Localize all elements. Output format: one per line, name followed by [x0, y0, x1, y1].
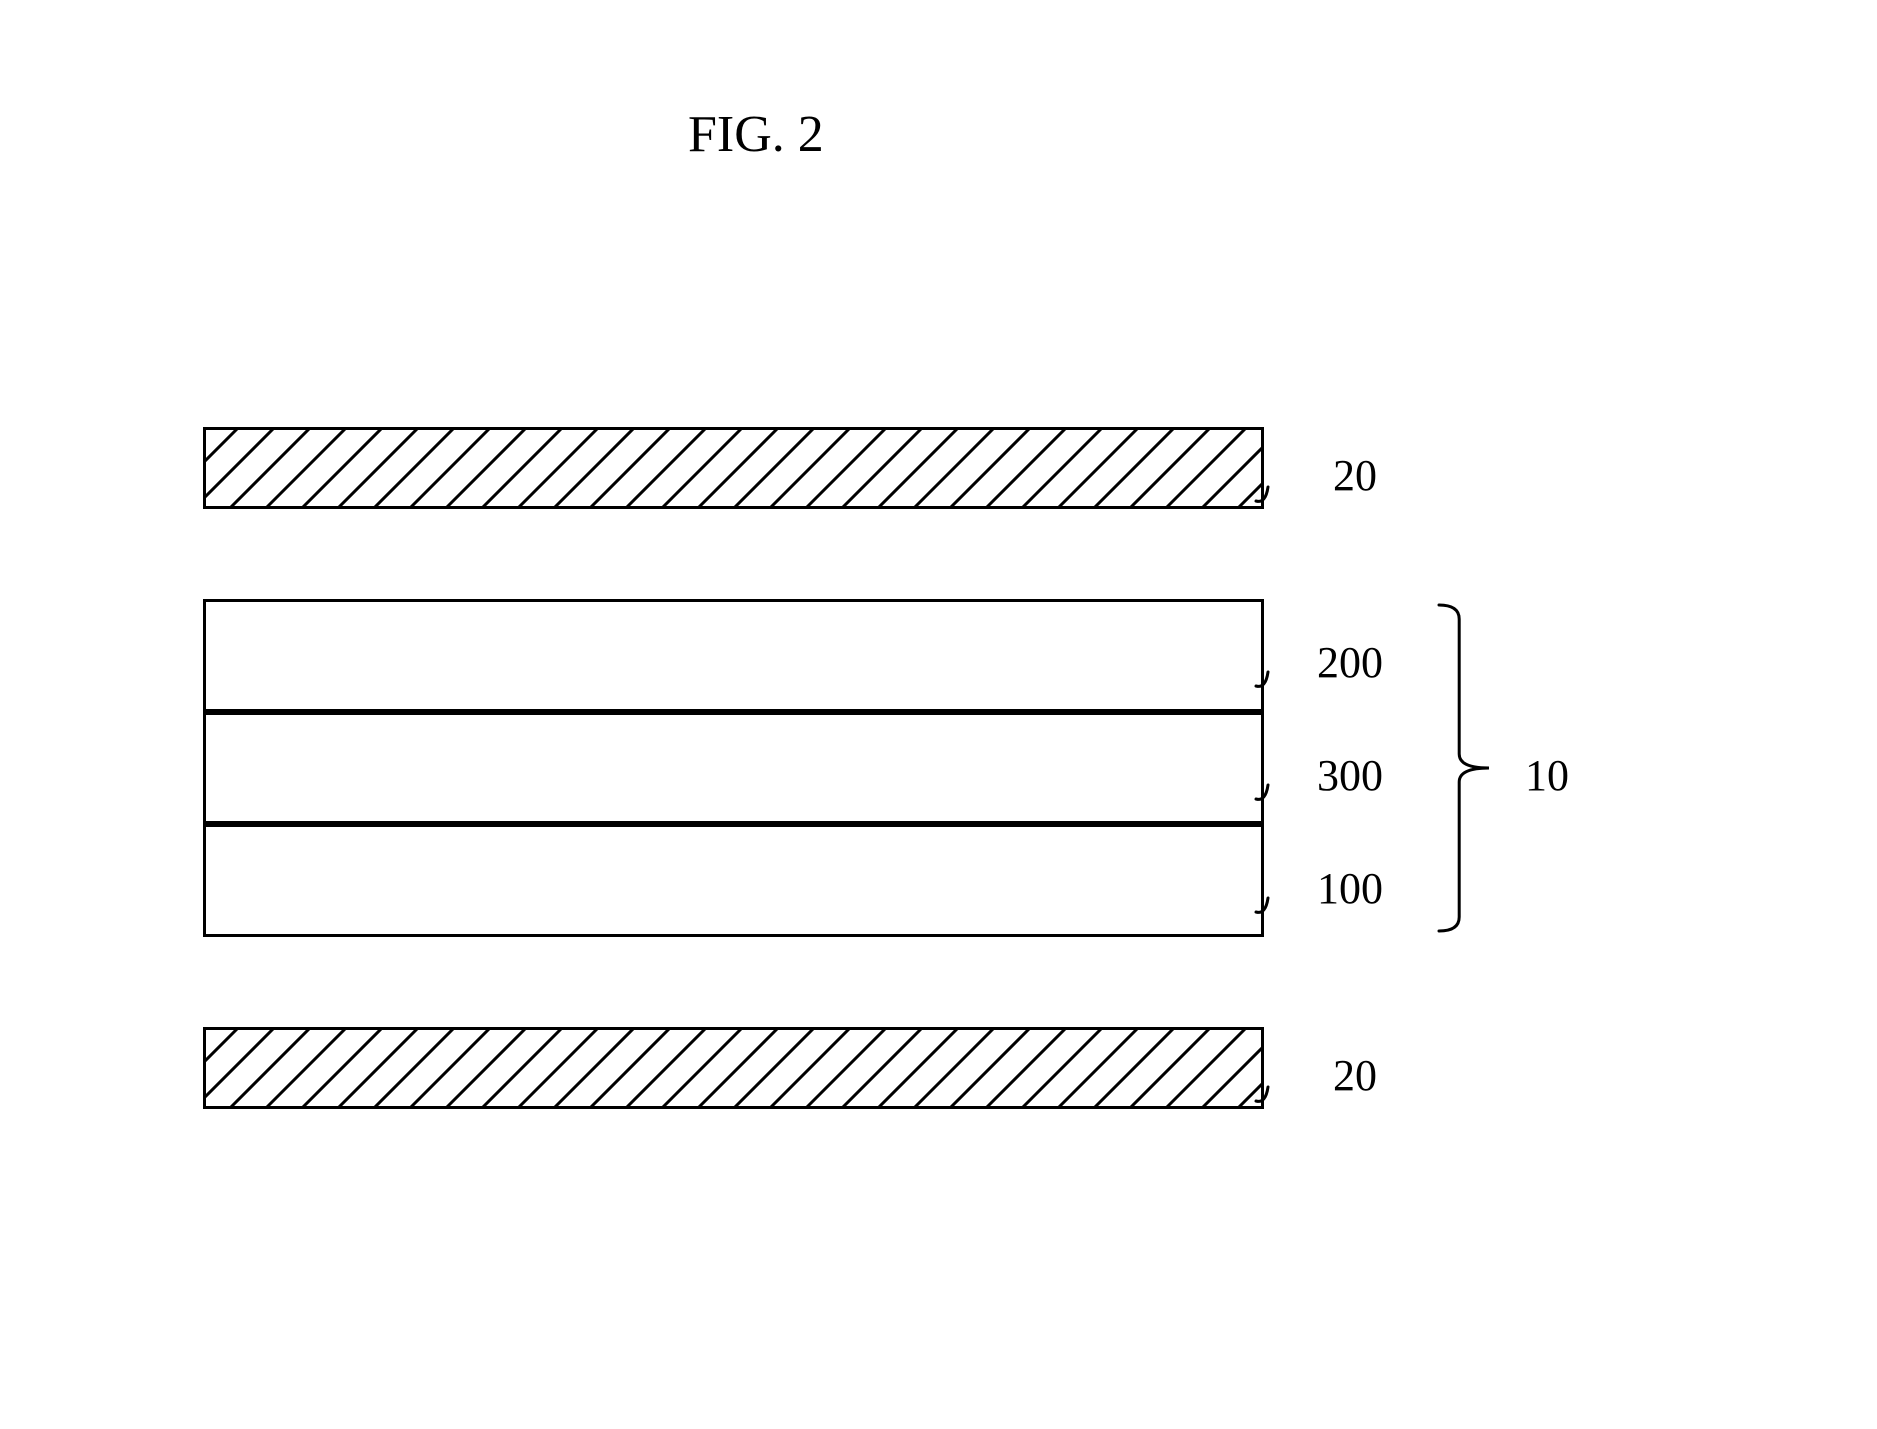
- layer-stack-mid: [203, 712, 1264, 824]
- layer-stack-bot: [203, 824, 1264, 937]
- leader-stack-mid: [1232, 761, 1292, 823]
- figure-canvas: FIG. 2 20 200 300 100 20 10: [0, 0, 1877, 1429]
- layer-bottom-hatched: [203, 1027, 1264, 1109]
- layer-label-stack-top: 200: [1317, 637, 1383, 688]
- leader-top-hatched: [1232, 463, 1292, 525]
- layer-label-stack-mid: 300: [1317, 750, 1383, 801]
- leader-stack-top: [1232, 648, 1292, 710]
- group-brace: [1435, 595, 1519, 941]
- layer-top-hatched: [203, 427, 1264, 509]
- layer-label-stack-bot: 100: [1317, 863, 1383, 914]
- leader-stack-bot: [1232, 874, 1292, 936]
- figure-title: FIG. 2: [688, 105, 824, 164]
- layer-label-top-hatched: 20: [1333, 450, 1377, 501]
- leader-bottom-hatched: [1232, 1063, 1292, 1125]
- layer-stack-top: [203, 599, 1264, 712]
- layer-label-bottom-hatched: 20: [1333, 1050, 1377, 1101]
- group-label: 10: [1525, 750, 1569, 801]
